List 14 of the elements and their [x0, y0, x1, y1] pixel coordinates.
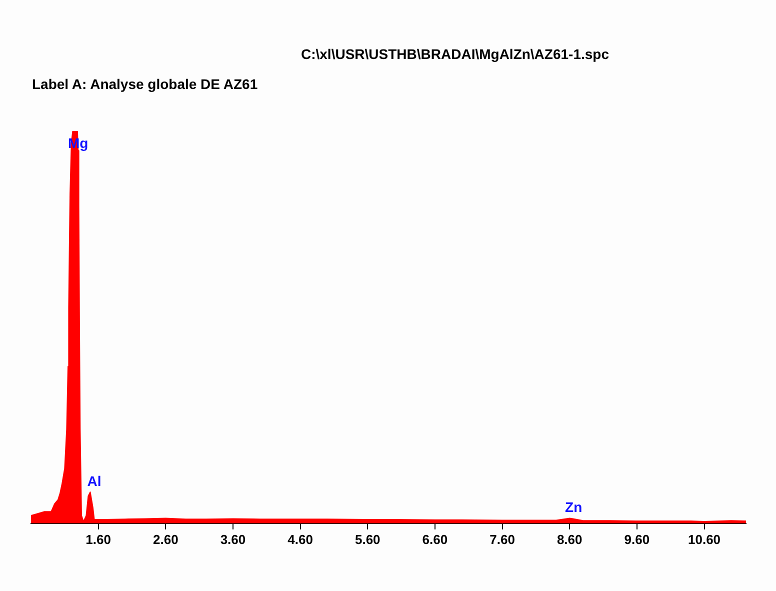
x-tick-label: 9.60 [624, 532, 650, 547]
x-tick-label: 3.60 [220, 532, 246, 547]
x-tick-label: 4.60 [288, 532, 313, 547]
annotation: Zn [565, 499, 582, 516]
x-tick-label: 1.60 [86, 532, 111, 547]
x-tick-label: 8.60 [556, 532, 582, 547]
annotation: Al [87, 472, 102, 489]
x-tick-label: 6.60 [422, 532, 448, 547]
chart-subtitle: Label A: Analyse globale DE AZ61 [32, 76, 258, 92]
x-tick-label: 5.60 [354, 532, 380, 547]
x-tick-label: 10.60 [688, 532, 721, 547]
x-tick-label: 7.60 [490, 532, 515, 547]
x-tick-label: 2.60 [152, 532, 178, 547]
chart-title: C:\xl\USR\USTHB\BRADAI\MgAlZn\AZ61-1.spc [300, 46, 610, 62]
